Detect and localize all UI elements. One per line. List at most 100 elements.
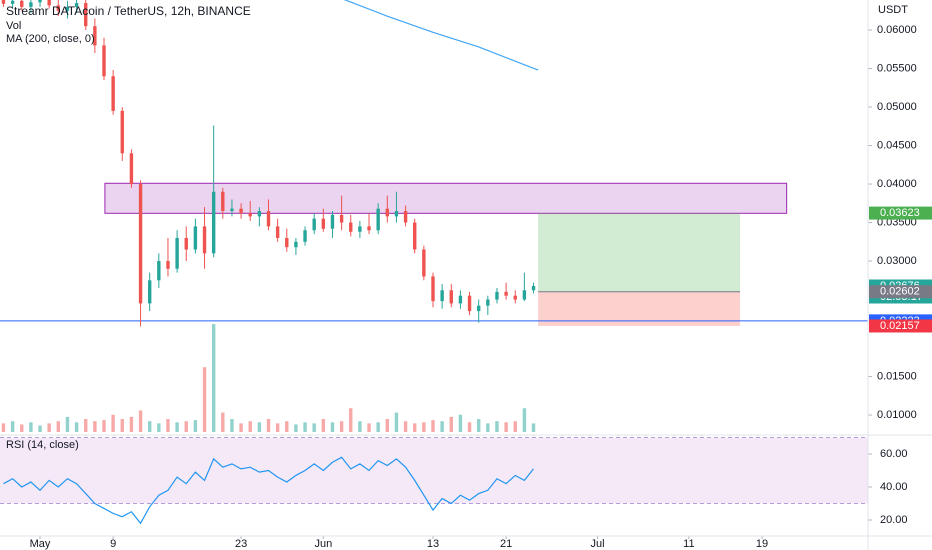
candle-body [394, 210, 399, 217]
volume-bar [349, 408, 353, 432]
candle-body [102, 45, 106, 77]
candle-body [230, 208, 234, 211]
candle-body [486, 299, 490, 306]
volume-bar [303, 422, 307, 432]
candle-body [211, 191, 216, 254]
candle-body [467, 295, 472, 312]
candle-body [84, 3, 88, 27]
candle-body [56, 5, 61, 11]
candle-body [175, 237, 179, 269]
x-tick-label: 19 [756, 538, 768, 550]
volume-bar [458, 414, 463, 432]
axes: 0.060000.055000.050000.045000.040000.035… [30, 24, 932, 550]
volume-bar [403, 421, 408, 432]
candle-body [531, 285, 536, 291]
candle-body [193, 226, 198, 250]
price-pane [0, 0, 868, 432]
y-tick-label: 0.04500 [877, 139, 917, 151]
volume-bar [476, 419, 481, 432]
volume-bar [358, 421, 362, 432]
chart-title: Streamr DATAcoin / TetherUS, 12h, BINANC… [6, 4, 251, 18]
volume-bar [120, 419, 124, 432]
price-tag [869, 206, 932, 220]
volume-bar [29, 422, 33, 432]
candle-body [239, 208, 243, 214]
x-tick-label: Jun [314, 538, 332, 550]
candle-body [522, 290, 527, 300]
candle-body [74, 3, 79, 7]
volume-bar [221, 412, 225, 432]
volume-bar [202, 367, 207, 432]
volume-bar [531, 423, 536, 432]
rsi-line [3, 456, 534, 525]
candle-body [285, 237, 289, 248]
candle-body [458, 295, 463, 304]
volume-bar [248, 421, 252, 432]
volume-bar [312, 423, 316, 432]
x-tick-label: 9 [110, 538, 116, 550]
candle-body [147, 280, 152, 304]
x-tick-label: 13 [427, 538, 439, 550]
candle-body [422, 249, 426, 277]
axis-unit: USDT [878, 4, 908, 16]
y-tick-label: 0.05000 [877, 101, 917, 113]
volume-bar [275, 423, 280, 432]
candle-body [257, 210, 262, 217]
volume-bar [367, 423, 371, 432]
volume-bar [285, 421, 289, 432]
y-tick-label: 0.01500 [877, 370, 917, 382]
y-tick-label: 0.04000 [877, 178, 917, 190]
candle-body [111, 76, 115, 111]
volume-bar [129, 416, 134, 432]
resistance-zone [104, 182, 788, 214]
price-tag-label: 0.02602 [880, 286, 920, 298]
volume-bar [513, 421, 517, 432]
volume-bar [413, 423, 417, 432]
x-tick-label: 23 [235, 538, 247, 550]
volume-title: Vol [6, 20, 21, 32]
candle-body [312, 218, 316, 231]
volume-bar [184, 421, 188, 432]
rsi-band [0, 437, 868, 504]
x-tick-label: 11 [683, 538, 694, 550]
candle-body [93, 26, 97, 46]
volume-bar [38, 425, 42, 432]
volume-bar [321, 419, 326, 432]
volume-bar [440, 421, 444, 432]
volume-bar [330, 422, 335, 432]
candle-body [376, 208, 380, 231]
position-loss [538, 291, 741, 326]
candle-body [248, 213, 252, 217]
volume-bar [504, 422, 508, 432]
candle-body [349, 222, 353, 232]
candle-body [266, 210, 271, 227]
volume-bar [449, 416, 453, 432]
volume-bar [376, 422, 380, 432]
volume-bar [294, 424, 298, 432]
price-tag [869, 319, 932, 333]
volume-bar [486, 423, 490, 432]
rsi-tick-label: 20.00 [880, 514, 908, 526]
y-tick-label: 0.03000 [877, 255, 917, 267]
candle-body [367, 226, 371, 231]
volume-bar [467, 422, 472, 432]
volume-bar [157, 423, 161, 432]
candle-body [294, 241, 298, 248]
volume-bar [20, 424, 24, 432]
position-profit [538, 213, 741, 292]
y-tick-label: 0.05500 [877, 62, 917, 74]
volume-bar [65, 416, 70, 432]
volume-bar [111, 414, 115, 432]
x-tick-label: Jul [590, 538, 604, 550]
candle-body [413, 222, 417, 250]
candle-body [10, 0, 15, 4]
volume-bar [266, 419, 271, 432]
candle-body [47, 0, 51, 6]
candle-body [358, 226, 362, 232]
candle-body [65, 6, 70, 11]
volume-bar [147, 421, 152, 432]
volume-bar [422, 422, 426, 432]
price-tag-label: 0.03623 [880, 207, 920, 219]
